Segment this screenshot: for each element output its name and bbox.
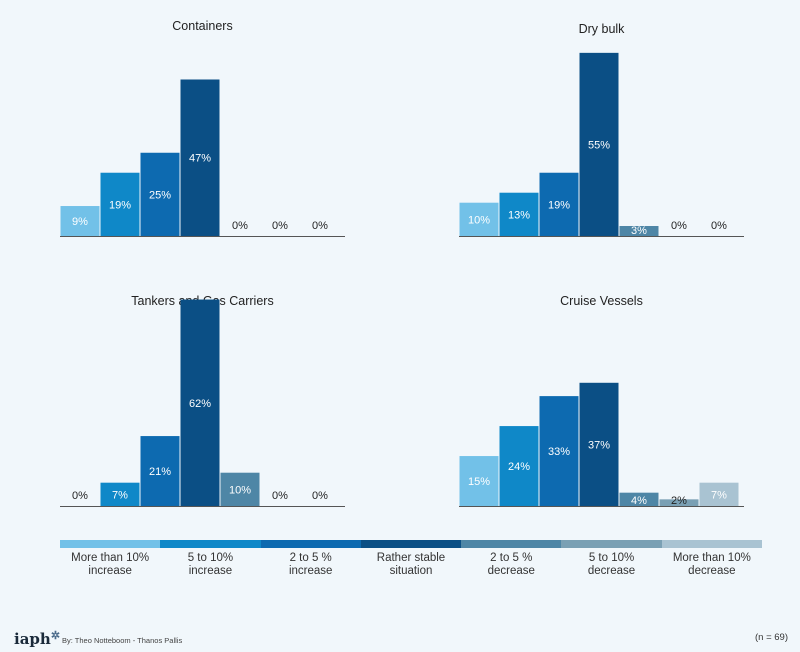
- bar: [140, 436, 180, 506]
- legend-item: 2 to 5 % increase: [260, 540, 361, 580]
- legend-item: More than 10% decrease: [661, 540, 762, 580]
- data-label: 62%: [189, 398, 211, 410]
- data-label: 0%: [232, 220, 248, 232]
- data-label: 37%: [588, 439, 610, 451]
- bar: [659, 499, 699, 506]
- data-label: 10%: [468, 214, 490, 226]
- bar: [539, 396, 579, 506]
- data-label: 7%: [711, 489, 727, 501]
- data-label: 19%: [548, 199, 570, 211]
- data-label: 0%: [312, 220, 328, 232]
- bar: [619, 226, 659, 236]
- data-label: 9%: [72, 216, 88, 228]
- bar: [499, 426, 539, 506]
- legend-label: 2 to 5 % increase: [288, 552, 333, 577]
- bar: [60, 206, 100, 236]
- bar: [699, 482, 739, 506]
- data-label: 0%: [711, 220, 727, 232]
- bar: [539, 172, 579, 236]
- credit-text: By: Theo Notteboom - Thanos Pallis: [62, 636, 183, 645]
- chart-title: Dry bulk: [579, 22, 626, 36]
- data-label: 33%: [548, 446, 570, 458]
- bar: [140, 152, 180, 236]
- legend-swatch: [360, 540, 462, 548]
- data-label: 10%: [229, 484, 251, 496]
- bar: [180, 79, 220, 237]
- bar: [180, 299, 220, 506]
- legend-item: More than 10% increase: [60, 540, 161, 580]
- legend-item: 2 to 5 % decrease: [461, 540, 562, 580]
- data-label: 55%: [588, 139, 610, 151]
- data-label: 2%: [671, 495, 687, 507]
- bar: [619, 492, 659, 506]
- legend-swatch: [60, 540, 161, 548]
- data-label: 7%: [112, 489, 128, 501]
- bar: [579, 382, 619, 506]
- bar: [100, 172, 140, 236]
- legend-swatch: [160, 540, 261, 548]
- sample-size: (n = 69): [754, 632, 788, 643]
- legend-label: 5 to 10% decrease: [587, 552, 636, 577]
- bar: [100, 482, 140, 506]
- bar: [459, 202, 499, 236]
- data-label: 25%: [149, 189, 171, 201]
- data-label: 0%: [272, 490, 288, 502]
- data-label: 0%: [272, 220, 288, 232]
- legend-item: 5 to 10% increase: [160, 540, 261, 580]
- data-label: 24%: [508, 461, 530, 473]
- legend-label: 2 to 5 % decrease: [487, 552, 535, 577]
- legend-swatch: [461, 540, 562, 548]
- data-label: 0%: [72, 490, 88, 502]
- logo-text: iaph: [14, 630, 51, 648]
- data-label: 13%: [508, 209, 530, 221]
- iaph-logo: iaph✲: [14, 629, 61, 648]
- legend-label: 5 to 10% increase: [187, 552, 234, 577]
- legend-label: Rather stable situation: [376, 552, 446, 577]
- data-label: 21%: [149, 466, 171, 478]
- legend-item: Rather stable situation: [360, 540, 462, 580]
- data-label: 15%: [468, 476, 490, 488]
- legend-item: 5 to 10% decrease: [561, 540, 662, 580]
- data-label: 0%: [312, 490, 328, 502]
- bar: [499, 192, 539, 236]
- chart-title: Containers: [172, 19, 232, 33]
- bar: [459, 456, 499, 506]
- legend-swatch: [260, 540, 361, 548]
- data-label: 0%: [671, 220, 687, 232]
- legend-label: More than 10% decrease: [672, 552, 751, 577]
- data-label: 19%: [109, 199, 131, 211]
- legend-swatch: [561, 540, 662, 548]
- gear-icon: ✲: [50, 629, 61, 642]
- bar: [579, 52, 619, 236]
- legend-swatch: [661, 540, 762, 548]
- legend-label: More than 10% increase: [71, 552, 150, 577]
- data-label: 3%: [631, 225, 647, 237]
- bar: [220, 472, 260, 506]
- data-label: 47%: [189, 153, 211, 165]
- chart-title: Cruise Vessels: [560, 294, 643, 308]
- data-label: 4%: [631, 495, 647, 507]
- legend: More than 10% increase 5 to 10% increase…: [60, 540, 762, 580]
